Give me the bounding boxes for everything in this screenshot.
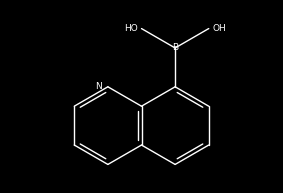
Text: HO: HO (124, 24, 138, 33)
Text: N: N (95, 82, 102, 91)
Text: B: B (172, 43, 178, 52)
Text: OH: OH (213, 24, 226, 33)
